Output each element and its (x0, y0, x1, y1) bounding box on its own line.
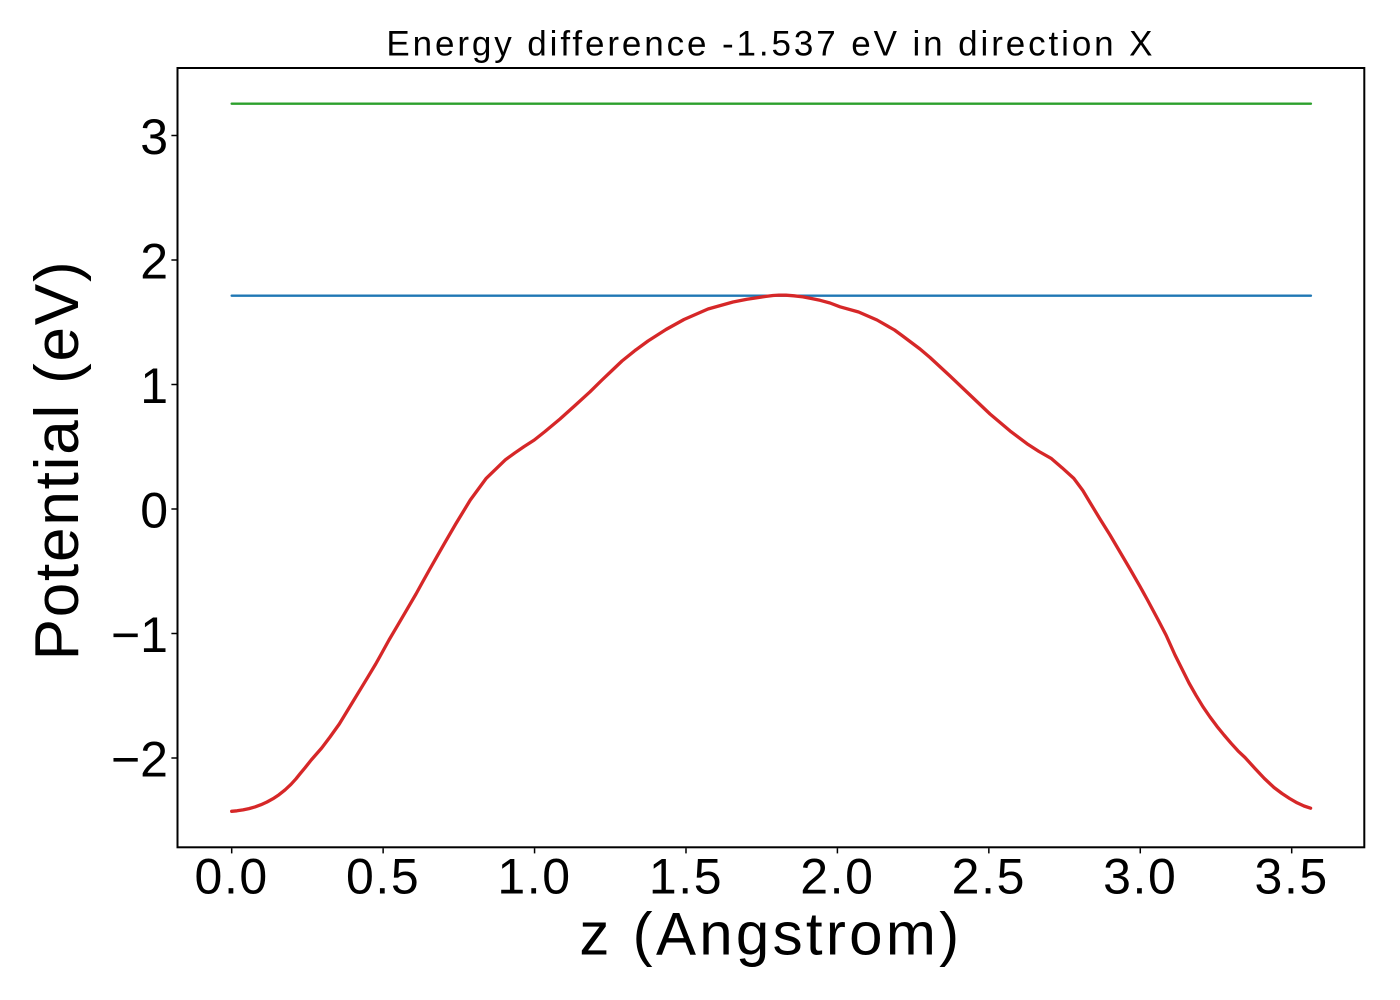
svg-text:1.5: 1.5 (649, 849, 723, 905)
svg-text:3.0: 3.0 (1103, 849, 1177, 905)
svg-text:0.5: 0.5 (346, 849, 420, 905)
svg-text:−1: −1 (111, 607, 168, 663)
svg-text:0.0: 0.0 (195, 849, 269, 905)
svg-text:Energy difference -1.537 eV in: Energy difference -1.537 eV in direction… (386, 24, 1155, 63)
svg-text:3: 3 (140, 109, 168, 165)
svg-text:0: 0 (140, 483, 168, 539)
svg-text:1.0: 1.0 (497, 849, 571, 905)
svg-text:−2: −2 (111, 732, 168, 788)
svg-text:3.5: 3.5 (1255, 849, 1329, 905)
svg-text:1: 1 (140, 358, 168, 414)
svg-text:Potential (eV): Potential (eV) (23, 260, 92, 661)
svg-text:2.0: 2.0 (800, 849, 874, 905)
svg-text:z (Angstrom): z (Angstrom) (579, 901, 962, 968)
svg-text:2: 2 (140, 234, 168, 290)
svg-text:2.5: 2.5 (952, 849, 1026, 905)
